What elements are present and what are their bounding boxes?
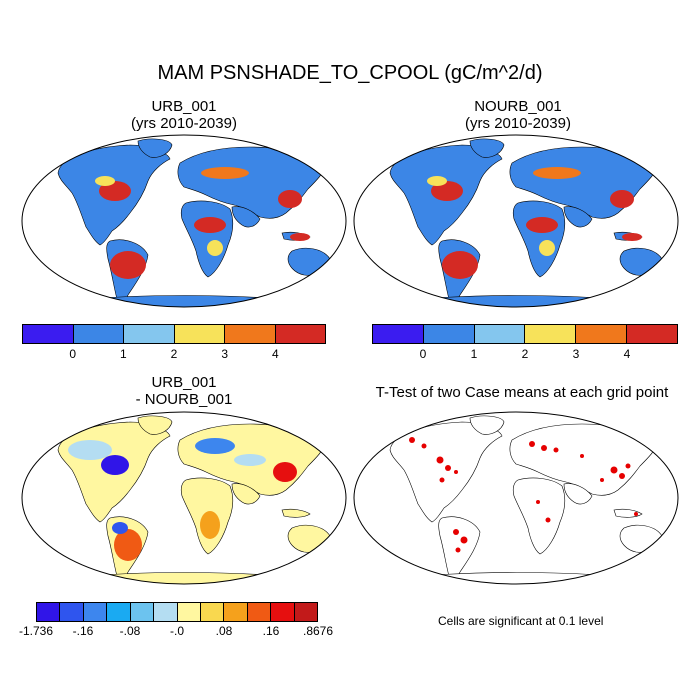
map-ttest: [353, 411, 679, 585]
colorbar-nourb-tick-label: 0: [419, 347, 427, 361]
colorbar-nourb-swatch: [373, 325, 424, 343]
colorbar-difference-swatch: [37, 603, 61, 621]
colorbar-urb-tick-label: 2: [170, 347, 178, 361]
panel-nourb-title: NOURB_001 (yrs 2010-2039): [358, 98, 678, 132]
colorbar-urb-swatch: [275, 325, 325, 343]
colorbar-nourb-swatch: [576, 325, 628, 343]
colorbar-difference-tick-label: .16: [262, 624, 280, 638]
panel-diff-title: URB_001 - NOURB_001: [24, 374, 344, 408]
colorbar-difference-tick-label: -.08: [119, 624, 141, 638]
panel-ttest-title: T-Test of two Case means at each grid po…: [375, 384, 669, 401]
colorbar-urb-tick-label: 1: [119, 347, 127, 361]
panel-nourb-title-line1: NOURB_001: [474, 98, 562, 115]
panel-diff-title-line1: URB_001: [151, 374, 217, 391]
colorbar-nourb: [372, 324, 678, 344]
colorbar-difference-swatch: [130, 603, 155, 621]
ttest-significance-note: Cells are significant at 0.1 level: [438, 614, 604, 628]
panel-urb-title-line2: (yrs 2010-2039): [131, 115, 237, 132]
colorbar-difference-tick-label: .08: [215, 624, 233, 638]
colorbar-nourb-tick-label: 4: [623, 347, 631, 361]
colorbar-nourb-labels: 0 1 2 3 4: [372, 347, 678, 363]
colorbar-nourb-swatch: [525, 325, 577, 343]
colorbar-urb-tick-label: 4: [271, 347, 279, 361]
colorbar-difference-tick-label: -.16: [72, 624, 94, 638]
panel-urb-title-line1: URB_001: [151, 98, 217, 115]
colorbar-urb-swatch: [23, 325, 74, 343]
colorbar-nourb-swatch: [627, 325, 677, 343]
colorbar-nourb-tick-label: 1: [470, 347, 478, 361]
map-urb: [21, 134, 347, 308]
colorbar-difference-swatch: [200, 603, 225, 621]
colorbar-difference-swatch: [177, 603, 201, 621]
colorbar-difference-swatch: [224, 603, 248, 621]
colorbar-difference-swatch: [60, 603, 84, 621]
colorbar-difference-swatch: [247, 603, 272, 621]
colorbar-difference-tick-label: -1.736: [18, 624, 54, 638]
colorbar-nourb-tick-label: 3: [572, 347, 580, 361]
colorbar-difference-tick-label: -.0: [169, 624, 185, 638]
colorbar-difference-swatch: [294, 603, 318, 621]
colorbar-difference-labels: -1.736 -.16 -.08 -.0 .08 .16 .8676: [19, 624, 333, 640]
map-difference: [21, 411, 347, 585]
map-nourb: [353, 134, 679, 308]
colorbar-urb-tick-label: 0: [69, 347, 76, 361]
colorbar-urb: [22, 324, 326, 344]
colorbar-urb-swatch: [225, 325, 276, 343]
colorbar-urb-labels: 0 1 2 3 4: [22, 347, 326, 363]
colorbar-difference-swatch: [107, 603, 131, 621]
colorbar-urb-swatch: [124, 325, 175, 343]
panel-diff-title-line2: - NOURB_001: [135, 391, 233, 408]
panel-nourb-title-line2: (yrs 2010-2039): [465, 115, 571, 132]
colorbar-difference-swatch: [271, 603, 295, 621]
colorbar-difference: [36, 602, 318, 622]
colorbar-difference-swatch: [154, 603, 178, 621]
colorbar-nourb-swatch: [474, 325, 526, 343]
colorbar-nourb-swatch: [423, 325, 475, 343]
colorbar-urb-swatch: [174, 325, 225, 343]
colorbar-difference-swatch: [83, 603, 108, 621]
colorbar-difference-tick-label: .8676: [302, 624, 334, 638]
colorbar-urb-swatch: [73, 325, 124, 343]
figure-title: MAM PSNSHADE_TO_CPOOL (gC/m^2/d): [157, 62, 543, 84]
colorbar-nourb-tick-label: 2: [521, 347, 529, 361]
colorbar-urb-tick-label: 3: [221, 347, 228, 361]
panel-urb-title: URB_001 (yrs 2010-2039): [24, 98, 344, 132]
